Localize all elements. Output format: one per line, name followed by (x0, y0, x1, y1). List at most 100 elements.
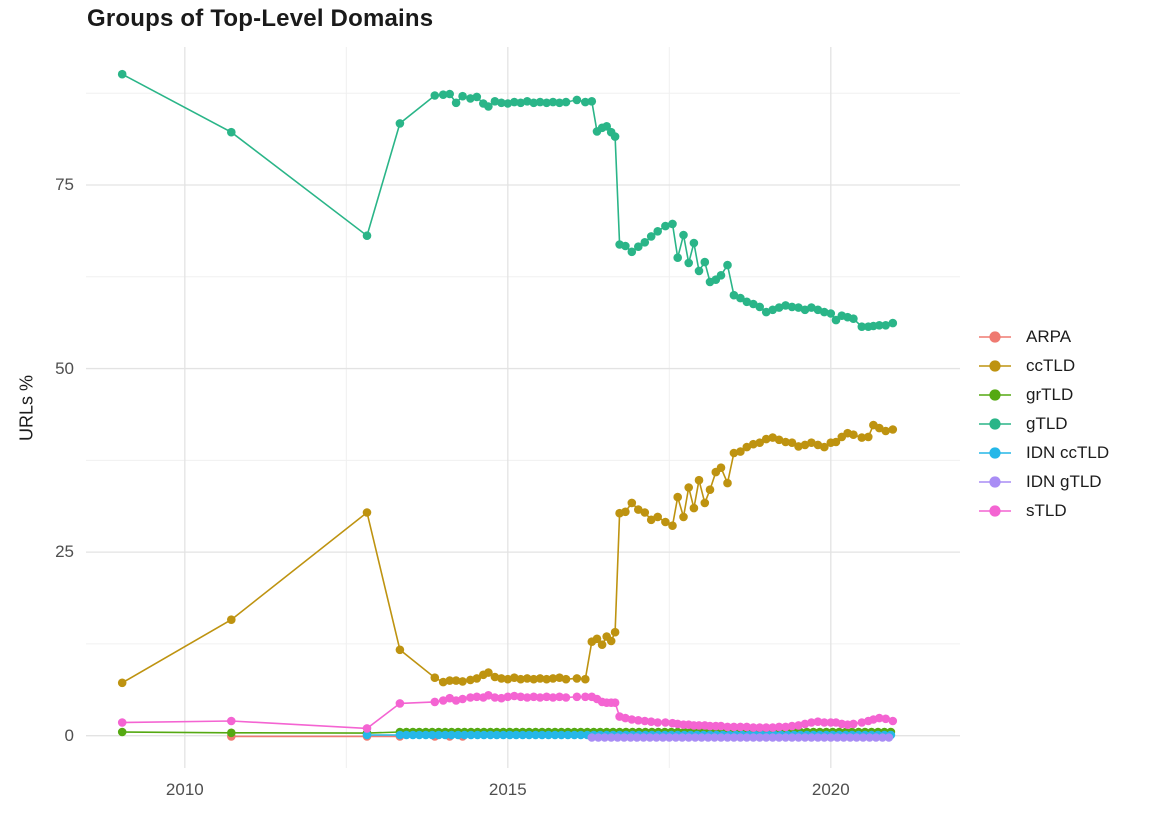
data-point (610, 132, 620, 141)
data-point (362, 508, 372, 517)
data-point (117, 718, 127, 727)
data-point (548, 693, 558, 702)
data-point (621, 507, 630, 517)
legend-label: sTLD (1026, 500, 1067, 520)
data-point (510, 97, 519, 107)
data-point (522, 97, 532, 106)
data-point (529, 98, 538, 108)
legend-key-icon (979, 504, 1011, 517)
data-point (602, 122, 611, 131)
gridlines (86, 47, 960, 768)
data-point (839, 733, 848, 742)
data-point (857, 322, 867, 332)
data-point (716, 463, 726, 473)
legend-label: ARPA (1026, 326, 1072, 346)
data-point (117, 678, 127, 688)
y-tick-label-50: 50 (55, 358, 74, 378)
data-point (761, 723, 771, 732)
data-point (694, 475, 704, 485)
data-point (451, 676, 461, 685)
data-point (362, 724, 372, 733)
data-point (755, 733, 764, 742)
data-point (781, 733, 790, 742)
data-point (646, 232, 656, 241)
data-point (729, 722, 739, 732)
data-point (729, 733, 739, 742)
series-gTLD (117, 69, 898, 332)
data-point (516, 98, 525, 108)
data-point (484, 102, 493, 111)
data-point (774, 435, 784, 445)
series-IDN-gTLD (587, 733, 894, 742)
data-point (535, 693, 545, 702)
data-point (857, 433, 867, 442)
data-point (466, 693, 475, 702)
data-point (736, 733, 745, 742)
legend-label: grTLD (1026, 384, 1074, 404)
data-point (227, 127, 236, 137)
legend-label: gTLD (1026, 413, 1068, 433)
legend-item-grTLD: grTLD (977, 380, 1109, 409)
data-point (529, 674, 538, 684)
data-point (490, 693, 500, 702)
data-point (661, 517, 670, 527)
data-point (458, 694, 467, 704)
data-point (555, 673, 564, 682)
data-point (826, 309, 836, 318)
data-point (658, 733, 668, 742)
data-point (673, 492, 682, 502)
data-point (395, 730, 405, 740)
data-point (550, 730, 560, 740)
data-point (497, 98, 506, 108)
data-point (865, 733, 874, 742)
data-point (653, 718, 662, 727)
data-point (689, 238, 699, 248)
x-tick-label-2010: 2010 (165, 780, 204, 799)
data-point (749, 299, 758, 309)
data-point (652, 733, 661, 742)
legend-item-ccTLD: ccTLD (977, 351, 1109, 380)
legend-item-ARPA: ARPA (977, 322, 1109, 351)
data-point (117, 69, 127, 79)
data-point (572, 692, 582, 702)
data-point (472, 692, 482, 702)
data-point (826, 733, 836, 742)
data-point (807, 718, 816, 727)
data-point (453, 730, 463, 740)
data-point (516, 674, 525, 684)
data-point (497, 674, 506, 683)
data-point (774, 733, 784, 742)
data-point (768, 733, 777, 742)
data-point (499, 730, 508, 740)
series-sTLD (117, 691, 898, 733)
data-point (761, 434, 771, 444)
data-point (472, 674, 482, 683)
data-point (572, 95, 582, 105)
data-point (438, 677, 448, 687)
data-point (831, 437, 841, 447)
data-point (742, 722, 752, 732)
data-point (645, 733, 655, 742)
data-point (395, 119, 405, 128)
data-point (705, 485, 715, 495)
data-point (434, 730, 444, 740)
data-point (800, 733, 810, 742)
data-point (653, 512, 662, 522)
data-point (522, 693, 532, 702)
series-ccTLD (117, 420, 898, 688)
data-point (673, 253, 682, 262)
legend-key-icon (979, 388, 1011, 401)
legend-key-icon (979, 359, 1011, 372)
data-point (627, 498, 637, 508)
data-point (479, 730, 489, 740)
data-point (716, 721, 726, 731)
data-point (813, 733, 823, 742)
data-point (755, 438, 764, 448)
data-point (875, 321, 884, 330)
data-point (736, 722, 745, 732)
data-point (576, 730, 586, 740)
data-point (884, 733, 894, 742)
data-point (497, 693, 506, 703)
